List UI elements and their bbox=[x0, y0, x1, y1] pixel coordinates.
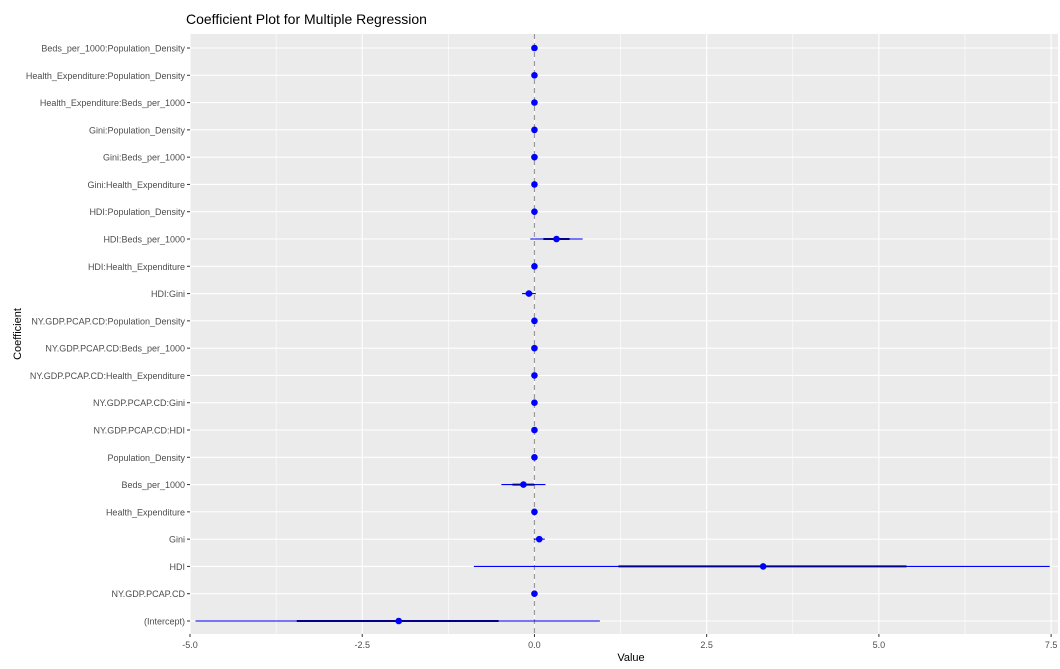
coefficient-point bbox=[553, 235, 560, 243]
chart-title: Coefficient Plot for Multiple Regression bbox=[186, 11, 427, 27]
y-axis: (Intercept) NY.GDP.PCAP.CD HDI Gini Health_E… bbox=[26, 44, 190, 627]
coefficient-point bbox=[531, 99, 538, 106]
y-tick-label: Population_Density bbox=[107, 453, 185, 463]
y-tick-label: HDI:Beds_per_1000 bbox=[103, 235, 185, 245]
x-tick-label: 2.5 bbox=[700, 640, 713, 650]
coefficient-point bbox=[395, 617, 403, 625]
x-axis-title: Value bbox=[617, 652, 644, 664]
y-tick-label: NY.GDP.PCAP.CD:Beds_per_1000 bbox=[45, 344, 185, 354]
coefficient-point bbox=[531, 126, 538, 134]
x-tick-label: 0.0 bbox=[528, 640, 541, 650]
y-tick-label: Beds_per_1000 bbox=[121, 480, 185, 490]
y-tick-label: Health_Expenditure:Population_Density bbox=[26, 71, 186, 81]
y-tick-label: Gini:Beds_per_1000 bbox=[103, 153, 185, 163]
x-tick-label: -5.0 bbox=[182, 640, 198, 650]
coefficient-point bbox=[531, 508, 538, 516]
x-axis: -5.0 -2.5 0.0 2.5 5.0 7.5 bbox=[182, 634, 1057, 650]
coefficient-point bbox=[531, 153, 538, 161]
coefficient-point bbox=[531, 399, 538, 407]
coefficient-point bbox=[531, 44, 538, 52]
y-tick-label: Gini bbox=[169, 535, 185, 545]
coefficient-point bbox=[525, 290, 533, 297]
coefficient-point bbox=[531, 262, 538, 270]
marks-layer bbox=[195, 44, 1050, 625]
y-tick-label: NY.GDP.PCAP.CD:Population_Density bbox=[31, 316, 185, 326]
y-tick-label: Health_Expenditure bbox=[106, 507, 185, 517]
coefficient-point bbox=[759, 563, 767, 570]
coefficient-point bbox=[531, 426, 538, 434]
y-tick-label: NY.GDP.PCAP.CD:Health_Expenditure bbox=[30, 371, 185, 381]
coefficient-point bbox=[531, 344, 538, 352]
coefficient-point bbox=[531, 590, 538, 598]
x-tick-label: 5.0 bbox=[873, 640, 886, 650]
coefficient-point bbox=[531, 181, 538, 188]
y-tick-label: Gini:Health_Expenditure bbox=[87, 180, 185, 190]
y-axis-title: Coefficient bbox=[12, 308, 24, 360]
y-tick-label: Gini:Population_Density bbox=[89, 125, 186, 135]
coefficient-point bbox=[531, 208, 538, 216]
y-tick-label: Beds_per_1000:Population_Density bbox=[41, 44, 185, 54]
y-tick-label: HDI bbox=[170, 562, 186, 572]
y-tick-label: NY.GDP.PCAP.CD:Gini bbox=[93, 398, 185, 408]
coefficient-point bbox=[531, 71, 538, 79]
x-tick-label: -2.5 bbox=[354, 640, 370, 650]
x-tick-label: 7.5 bbox=[1045, 640, 1058, 650]
y-tick-label: Health_Expenditure:Beds_per_1000 bbox=[40, 98, 185, 108]
y-tick-label: HDI:Gini bbox=[151, 289, 185, 299]
y-tick-label: HDI:Health_Expenditure bbox=[88, 262, 185, 272]
coefficient-point bbox=[531, 453, 538, 461]
coefficient-point bbox=[535, 535, 543, 543]
coefficient-point bbox=[531, 372, 538, 379]
y-tick-label: (Intercept) bbox=[144, 617, 185, 627]
coefficient-point bbox=[520, 481, 527, 488]
coefficient-point bbox=[531, 317, 538, 325]
y-tick-label: NY.GDP.PCAP.CD bbox=[111, 589, 185, 599]
plot-panel bbox=[190, 34, 1058, 634]
y-tick-label: HDI:Population_Density bbox=[89, 207, 185, 217]
y-tick-label: NY.GDP.PCAP.CD:HDI bbox=[93, 426, 185, 436]
